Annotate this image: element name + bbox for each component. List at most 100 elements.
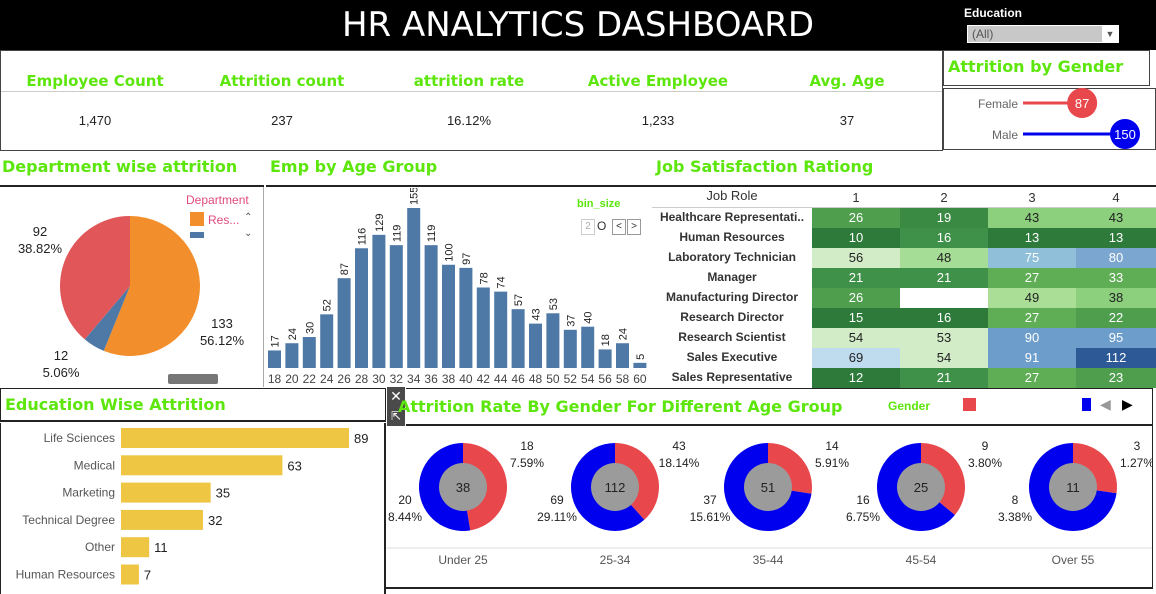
dept-legend-label-rd: Res... xyxy=(208,213,239,227)
donut-female-pct: 5.91% xyxy=(815,456,849,470)
age-bar xyxy=(546,313,560,368)
gender-value-female: 87 xyxy=(1075,96,1089,111)
donut-total: 25 xyxy=(914,480,928,495)
open-external-icon[interactable]: ⇱ xyxy=(390,409,402,423)
donut-total: 38 xyxy=(456,480,470,495)
edu-bar xyxy=(121,482,211,503)
age-bar-value: 116 xyxy=(357,228,369,246)
donut-male-pct: 29.11% xyxy=(537,510,577,524)
legend-prev-icon[interactable]: ◀ xyxy=(1100,396,1111,412)
edu-bar-value: 63 xyxy=(287,458,301,473)
kpi-attrition-rate-label: attrition rate xyxy=(413,72,525,90)
edu-bar-value: 7 xyxy=(144,568,151,583)
age-bar xyxy=(598,349,612,368)
donut-female-pct: 3.80% xyxy=(968,456,1002,470)
edu-bar xyxy=(121,455,283,476)
dept-legend-swatch-rd xyxy=(190,212,204,226)
gender-label-male: Male xyxy=(992,128,1018,142)
education-title: Education Wise Attrition xyxy=(5,395,226,414)
jobsat-cell: 49 xyxy=(988,288,1076,308)
donut-total: 112 xyxy=(605,480,626,495)
age-gender-title: Attrition Rate By Gender For Different A… xyxy=(398,397,843,416)
age-tick-label: 32 xyxy=(390,372,404,386)
donut-male-value: 20 xyxy=(398,493,412,507)
chevron-down-icon[interactable]: ▼ xyxy=(1102,26,1118,42)
donut-male-value: 16 xyxy=(856,493,870,507)
age-tick-label: 46 xyxy=(511,372,525,386)
age-tick-label: 60 xyxy=(633,372,647,386)
close-icon[interactable]: ✕ xyxy=(390,388,402,404)
age-tick-label: 36 xyxy=(424,372,438,386)
bin-size-input[interactable]: 2 xyxy=(581,219,595,235)
jobsat-cell: 27 xyxy=(988,308,1076,328)
kpi-divider xyxy=(1,91,942,92)
dept-legend-swatch-hr xyxy=(190,232,204,238)
education-bar-chart: Life Sciences 89 Medical 63 Marketing 35 Techn… xyxy=(16,428,368,585)
gender-legend-label: Gender xyxy=(888,399,931,413)
kpi-avg-age-value: 37 xyxy=(839,113,855,128)
donut-female-pct: 18.14% xyxy=(659,456,700,470)
jobsat-cell: 16 xyxy=(900,228,988,248)
bin-size-increment[interactable]: > xyxy=(627,219,641,235)
age-gender-title-panel xyxy=(406,388,1153,426)
bin-size-decrement[interactable]: < xyxy=(612,219,626,235)
age-bar-value: 17 xyxy=(270,335,282,347)
age-bar xyxy=(442,264,455,368)
edu-category-label: Human Resources xyxy=(16,568,115,582)
jobsat-cell: 33 xyxy=(1076,268,1156,288)
donut-male-value: 37 xyxy=(703,493,717,507)
age-bar xyxy=(459,267,473,368)
jobsat-cell: 21 xyxy=(900,268,988,288)
edu-bar-value: 32 xyxy=(208,513,222,528)
jobsat-cell: 54 xyxy=(900,348,988,368)
jobsat-row-label: Sales Executive xyxy=(686,350,778,364)
dept-legend-title: Department xyxy=(186,193,249,207)
header-bar xyxy=(0,0,1156,50)
jobsat-col-2: 2 xyxy=(940,190,948,205)
dept-pie-value-0: 133 xyxy=(211,316,233,331)
age-bar-value: 5 xyxy=(635,354,647,360)
age-bar-value: 53 xyxy=(548,298,560,310)
age-bar-value: 57 xyxy=(513,294,525,306)
age-bar xyxy=(407,208,421,368)
edu-bar-value: 11 xyxy=(154,540,168,555)
page-title: HR ANALYTICS DASHBOARD xyxy=(341,5,814,45)
age-bar-value: 87 xyxy=(339,263,351,275)
education-filter-select[interactable]: (All) ▼ xyxy=(967,25,1119,43)
jobsat-cell: 27 xyxy=(988,368,1076,388)
donut-total: 51 xyxy=(761,480,775,495)
edu-bar xyxy=(121,428,349,448)
donut-hole xyxy=(744,463,792,511)
edu-category-label: Other xyxy=(85,540,115,554)
jobsat-col-3: 3 xyxy=(1028,190,1036,205)
age-bar-value: 30 xyxy=(304,322,316,334)
resize-handle[interactable] xyxy=(168,374,218,384)
jobsat-cell: 26 xyxy=(812,288,900,308)
age-bar xyxy=(268,350,281,368)
dept-pie-slice-0 xyxy=(103,216,200,356)
age-bar-value: 155 xyxy=(409,188,421,205)
gender-dot-female xyxy=(1067,88,1098,118)
kpi-employee-count-value: 1,470 xyxy=(78,113,112,128)
jobsat-row-label: Laboratory Technician xyxy=(668,250,796,264)
age-bar xyxy=(424,245,438,368)
age-bar xyxy=(320,314,334,368)
age-bar-value: 24 xyxy=(618,328,630,340)
edu-category-label: Marketing xyxy=(62,486,115,500)
jobsat-cell: 43 xyxy=(988,208,1076,228)
jobsat-cell: 112 xyxy=(1076,348,1156,368)
dept-pie-slice-1 xyxy=(84,286,130,351)
jobsat-col-1: 1 xyxy=(852,190,860,205)
age-tick-label: 44 xyxy=(494,372,508,386)
donut-hole xyxy=(1049,463,1097,511)
jobsat-cell: 95 xyxy=(1076,328,1156,348)
age-tick-label: 20 xyxy=(285,372,299,386)
gender-legend-female-swatch xyxy=(963,398,976,411)
age-bar xyxy=(337,278,351,368)
age-bar-chart: 1718242030225224872611628129301193215534… xyxy=(268,188,647,386)
kpi-avg-age-label: Avg. Age xyxy=(809,72,885,90)
age-bar xyxy=(511,309,525,368)
legend-next-icon[interactable]: ▶ xyxy=(1122,396,1133,412)
bin-size-value: O xyxy=(597,219,607,233)
